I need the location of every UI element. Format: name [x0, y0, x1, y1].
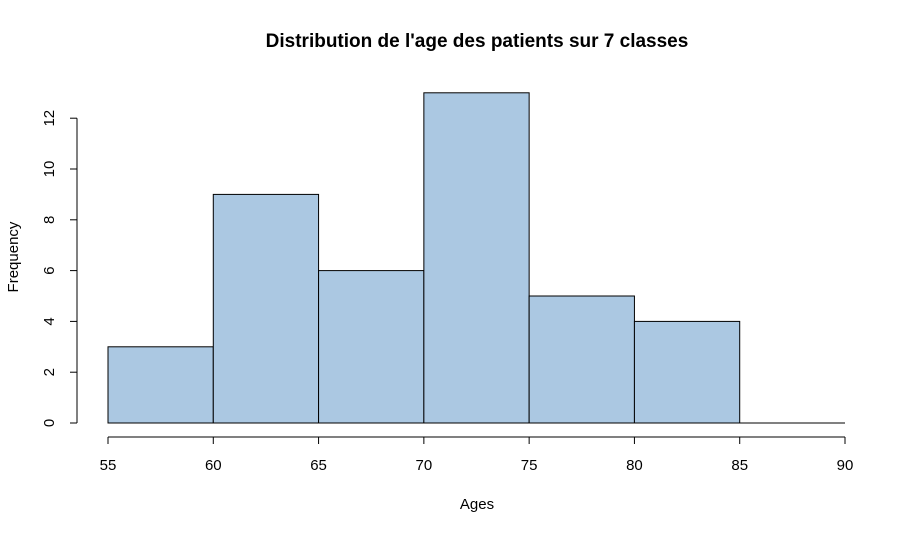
x-tick-label: 55 — [100, 457, 117, 474]
x-tick-label: 60 — [205, 457, 222, 474]
histogram-bar — [633, 320, 741, 424]
y-tick-label: 10 — [41, 161, 58, 178]
histogram-bar — [528, 295, 635, 424]
x-tick-label: 75 — [521, 457, 538, 474]
x-tick-label: 90 — [837, 457, 854, 474]
bars-group — [107, 92, 845, 424]
x-tick-label: 80 — [626, 457, 643, 474]
y-tick-label: 2 — [41, 368, 58, 376]
histogram-bar — [107, 346, 214, 424]
y-tick-label: 8 — [41, 216, 58, 224]
y-tick-label: 0 — [41, 419, 58, 427]
x-tick-label: 70 — [416, 457, 433, 474]
x-tick-label: 85 — [731, 457, 748, 474]
y-axis-label: Frequency — [5, 221, 22, 292]
chart-title: Distribution de l'age des patients sur 7… — [266, 31, 689, 52]
y-axis: 0 2 4 6 8 10 12 — [41, 110, 78, 427]
y-tick-label: 4 — [41, 317, 58, 325]
y-tick-label: 12 — [41, 110, 58, 127]
y-tick-label: 6 — [41, 266, 58, 274]
x-axis: 55 60 65 70 75 80 85 90 — [100, 436, 854, 474]
x-tick-label: 65 — [310, 457, 327, 474]
histogram-bar — [423, 92, 530, 424]
histogram-bar — [212, 193, 320, 424]
x-axis-label: Ages — [460, 496, 494, 513]
histogram-bar — [318, 270, 425, 424]
